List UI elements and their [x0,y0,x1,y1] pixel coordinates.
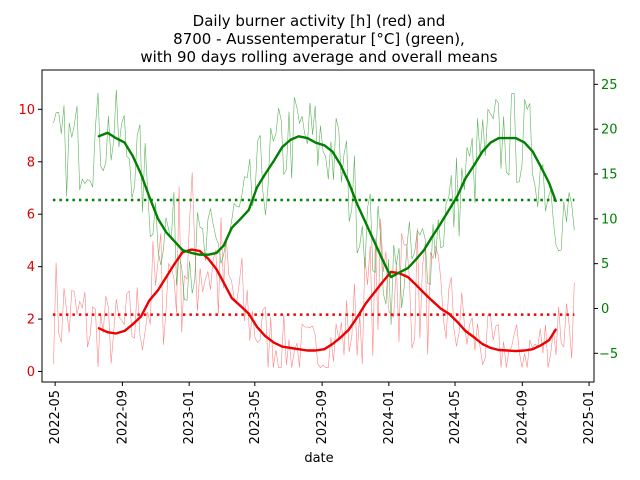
title-line-3: with 90 days rolling average and overall… [140,48,497,66]
x-tick-label: 2022-09 [115,390,130,444]
temperature-daily-line [53,89,575,325]
rolling-average-layer [97,131,557,353]
title-line-1: Daily burner activity [h] (red) and [193,12,446,30]
left-y-tick-label: 6 [27,208,35,223]
plot-frame [41,69,595,383]
right-y-tick-label: 5 [601,257,609,272]
left-y-tick-label: 0 [27,365,35,380]
right-y-tick-label: 0 [601,302,609,317]
chart-title: Daily burner activity [h] (red) and 8700… [140,12,497,66]
left-y-axis-ticks: 0 2 4 6 8 10 [18,103,42,380]
x-tick-label: 2024-09 [515,390,530,444]
x-axis-label: date [304,451,333,466]
x-tick-label: 2024-05 [448,390,463,444]
x-tick-label: 2024-01 [382,390,397,444]
left-y-tick-label: 8 [27,155,35,170]
x-axis-ticks: 2022-05 2022-09 2023-01 2023-05 2023-09 2024-… [48,382,597,444]
left-y-tick-label: 2 [27,313,35,328]
burner-rolling-average-line [97,248,557,353]
daily-series-layer [53,89,575,369]
x-tick-label: 2025-01 [582,390,597,444]
left-y-tick-label: 10 [18,103,35,118]
right-y-tick-label: 10 [601,212,618,227]
x-tick-label: 2023-05 [248,390,263,444]
mean-lines-layer [52,198,575,316]
x-tick-label: 2023-09 [315,390,330,444]
right-y-tick-label: 15 [601,168,618,183]
right-y-tick-label: −5 [599,347,618,362]
right-y-axis-ticks: −5 0 5 10 15 20 25 [594,78,618,362]
burner-daily-line [53,172,575,369]
right-y-tick-label: 20 [601,123,618,138]
x-tick-label: 2023-01 [182,390,197,444]
temperature-rolling-average-line [97,131,557,279]
left-y-tick-label: 4 [27,260,35,275]
right-y-tick-label: 25 [601,78,618,93]
title-line-2: 8700 - Aussentemperatur [°C] (green), [173,30,465,48]
x-tick-label: 2022-05 [48,390,63,444]
